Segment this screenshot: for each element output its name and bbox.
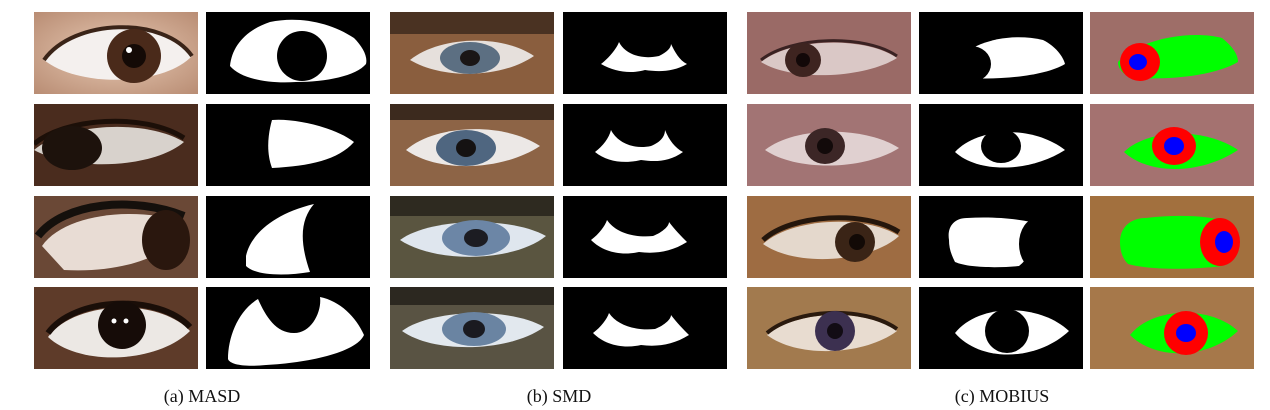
masd-mask-2: [206, 104, 370, 186]
mobius-eye-photo-1: [747, 12, 911, 94]
caption-mobius: (c) MOBIUS: [954, 386, 1050, 406]
masd-eye-photo-1: [34, 12, 198, 94]
masd-eye-photo-4: [34, 287, 198, 369]
mobius-segmentation-3: [1090, 196, 1254, 278]
smd-eye-photo-2: [390, 104, 554, 186]
mobius-mask-4: [919, 287, 1083, 369]
smd-mask-2: [563, 104, 727, 186]
mobius-eye-photo-2: [747, 104, 911, 186]
mobius-eye-photo-4: [747, 287, 911, 369]
smd-mask-4: [563, 287, 727, 369]
mobius-mask-3: [919, 196, 1083, 278]
masd-mask-4: [206, 287, 370, 369]
smd-mask-3: [563, 196, 727, 278]
mobius-segmentation-2: [1090, 104, 1254, 186]
masd-mask-1: [206, 12, 370, 94]
smd-mask-1: [563, 12, 727, 94]
mobius-eye-photo-3: [747, 196, 911, 278]
masd-mask-3: [206, 196, 370, 278]
mobius-mask-1: [919, 12, 1083, 94]
mobius-segmentation-1: [1090, 12, 1254, 94]
mobius-segmentation-4: [1090, 287, 1254, 369]
smd-eye-photo-1: [390, 12, 554, 94]
caption-smd: (b) SMD: [526, 386, 592, 406]
smd-eye-photo-3: [390, 196, 554, 278]
masd-eye-photo-3: [34, 196, 198, 278]
caption-masd: (a) MASD: [163, 386, 241, 406]
smd-eye-photo-4: [390, 287, 554, 369]
masd-eye-photo-2: [34, 104, 198, 186]
mobius-mask-2: [919, 104, 1083, 186]
